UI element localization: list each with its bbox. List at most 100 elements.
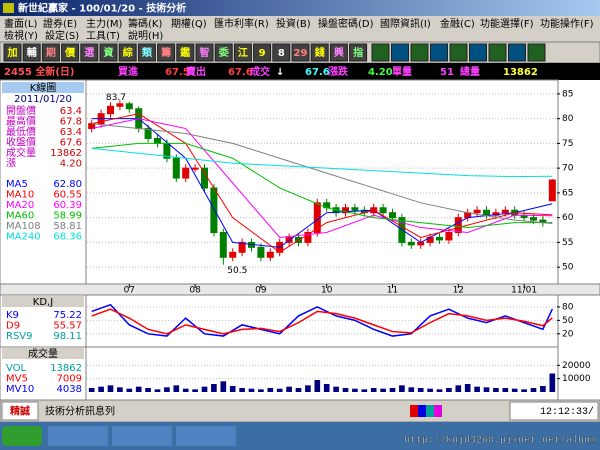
x-tick-label: 11/01	[511, 286, 537, 296]
toolbar-icon[interactable]	[508, 43, 526, 62]
menu-bar	[0, 16, 600, 42]
task-button[interactable]	[48, 426, 108, 446]
menu-item[interactable]: 匯市利率(R)	[214, 17, 269, 30]
quote-line	[0, 63, 600, 80]
toolbar-icon[interactable]	[469, 43, 487, 62]
toolbar-button[interactable]	[291, 43, 310, 62]
candle-body	[191, 167, 199, 170]
toolbar-label: 錢	[315, 46, 325, 59]
volume-bar	[192, 389, 198, 392]
menu-item[interactable]: 功能選擇(F)	[480, 17, 534, 30]
toolbar-label: 9	[259, 48, 266, 59]
left-header-bg	[2, 82, 84, 93]
status-message: 技術分析訊息列	[45, 405, 115, 418]
start-button[interactable]	[2, 426, 42, 446]
toolbar-button[interactable]	[349, 43, 368, 62]
menu-item[interactable]: 國際資訊(I)	[380, 17, 431, 30]
ma-legend-name: MA5	[6, 179, 28, 190]
toolbar-label: 選	[84, 46, 94, 59]
volume-bar	[117, 387, 123, 392]
y-tick-label: 20	[562, 329, 574, 339]
y-tick-label: 20000	[562, 361, 591, 371]
candle-body	[200, 167, 209, 189]
volume-bar	[483, 387, 490, 392]
volume-bar	[295, 388, 302, 392]
menu-item[interactable]: 金融(C)	[440, 17, 475, 30]
toolbar-button[interactable]	[214, 43, 233, 62]
toolbar-button[interactable]	[41, 43, 60, 62]
volume-bar	[239, 388, 245, 392]
toolbar-button[interactable]	[137, 43, 156, 62]
toolbar-icon[interactable]	[410, 43, 429, 62]
candle-body	[182, 167, 190, 179]
toolbar-button[interactable]	[99, 43, 118, 62]
x-tick-label: 12	[453, 286, 464, 296]
menu-item[interactable]: 證券(E)	[43, 17, 77, 30]
menu-item[interactable]: 主力(M)	[86, 17, 123, 30]
mv-legend-name: MV5	[6, 374, 28, 385]
toolbar-button[interactable]	[272, 43, 291, 62]
title-bar	[0, 0, 600, 16]
volume-bar	[399, 385, 405, 392]
toolbar-icon[interactable]	[430, 43, 448, 62]
menu-item[interactable]: 工具(T)	[86, 30, 120, 42]
kd-legend-value: 55.57	[53, 321, 82, 332]
toolbar-button[interactable]	[3, 43, 22, 62]
ma-legend-value: 58.81	[53, 221, 82, 232]
toolbar-button[interactable]	[310, 43, 329, 62]
volume-bar	[145, 388, 151, 392]
x-tick-label: 07	[124, 286, 135, 296]
toolbar-button[interactable]	[233, 43, 252, 62]
task-button[interactable]	[112, 426, 172, 446]
series-line	[91, 123, 553, 225]
menu-item[interactable]: 操盤密碼(D)	[318, 17, 374, 30]
toolbar-icon[interactable]	[391, 43, 409, 62]
status-block	[410, 405, 418, 417]
toolbar-button[interactable]	[22, 43, 41, 62]
menu-item[interactable]: 設定(S)	[45, 29, 79, 42]
x-tick-label: 09	[255, 286, 267, 296]
menu-item[interactable]: 檢視(Y)	[4, 29, 38, 42]
volume-bar	[417, 388, 424, 392]
menu-item[interactable]: 期權(Q)	[171, 17, 207, 30]
row-label: 成交量	[6, 146, 36, 159]
row-value: 63.4	[60, 127, 82, 138]
y-tick-label: 10000	[562, 374, 591, 384]
candle-body	[529, 217, 538, 221]
toolbar-button[interactable]	[118, 43, 137, 62]
toolbar-button[interactable]	[80, 43, 99, 62]
menu-item[interactable]: 投資(B)	[276, 17, 311, 30]
volume-bar	[389, 388, 396, 392]
clock-box	[509, 401, 599, 421]
toolbar-icon[interactable]	[449, 43, 468, 62]
toolbar-button[interactable]	[157, 43, 176, 62]
toolbar-label: 智	[200, 46, 210, 59]
toolbar-button[interactable]	[329, 43, 348, 62]
panel-date: 2011/01/20	[14, 94, 72, 105]
candle-body	[435, 236, 444, 241]
toolbar-icon[interactable]	[488, 43, 507, 62]
volume-bar	[333, 386, 339, 392]
kd-header-bg	[2, 296, 84, 307]
clock: 12:12:33/	[540, 406, 594, 418]
menu-item[interactable]: 籌碼(K)	[128, 17, 162, 30]
menu-item[interactable]: 功能操作(F)	[540, 17, 594, 30]
volume-bar	[361, 389, 368, 392]
kd-legend-value: 98.11	[53, 331, 82, 342]
series-line	[91, 308, 553, 335]
quote-lot-label: 單量	[392, 65, 412, 78]
quote-ask: 67.6	[228, 67, 253, 78]
task-button[interactable]	[176, 426, 236, 446]
kd-legend-value: 75.22	[53, 310, 82, 321]
candle-body	[473, 209, 481, 214]
volume-bar	[229, 386, 236, 392]
toolbar-button[interactable]	[195, 43, 214, 62]
menu-item[interactable]: 說明(H)	[128, 29, 163, 42]
toolbar-icon[interactable]	[527, 43, 546, 62]
toolbar-button[interactable]	[61, 43, 80, 62]
toolbar-button[interactable]	[176, 43, 195, 62]
volume-bar	[455, 385, 462, 392]
toolbar-button[interactable]	[253, 43, 272, 62]
menu-item[interactable]: 畫面(L)	[4, 17, 37, 30]
toolbar-icon[interactable]	[371, 43, 390, 62]
